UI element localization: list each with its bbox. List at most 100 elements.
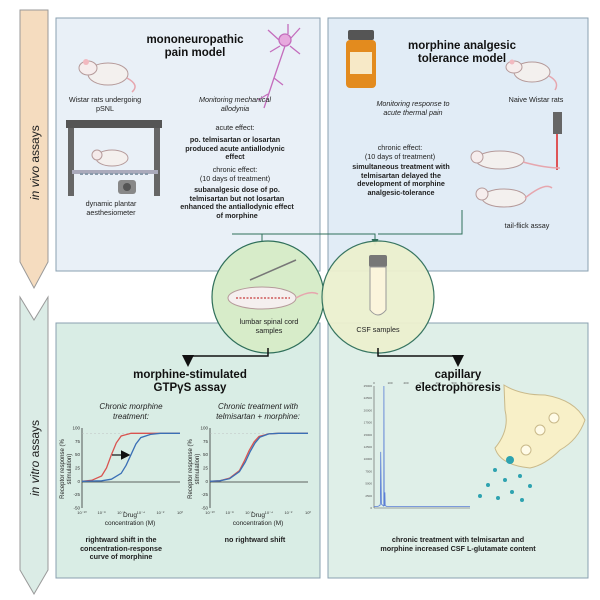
csf-samples-label: CSF samples <box>356 325 400 334</box>
electropherogram-xtick: 300 <box>419 381 424 385</box>
electropherogram-ytick: 20000 <box>364 408 373 412</box>
pain-chronic-text: subanalgesic dose of po. telmisartan but… <box>180 185 294 220</box>
chart-2-axes <box>209 428 308 508</box>
electropherogram-ytick: 22500 <box>364 396 373 400</box>
tolerance-chronic-label: chronic effect: (10 days of treatment) <box>364 143 436 161</box>
chart-2-ylabel: Receptor response (% stimulation) <box>188 439 201 499</box>
chart-1-ytick: 100 <box>72 426 80 431</box>
pain-monitoring-text: Monitoring mechanical allodynia <box>199 95 271 113</box>
csf-tube-icon <box>369 255 387 316</box>
chart-2-ytick: -25 <box>201 492 208 497</box>
chart-2-ytick: 75 <box>203 439 209 444</box>
in-vivo-label-suffix: assays <box>28 125 42 166</box>
chart-2-xtick: 10⁻⁴ <box>265 510 274 515</box>
electropherogram-xtick: 200 <box>403 381 408 385</box>
in-vivo-label-italic: in vivo <box>28 165 42 200</box>
pain-acute-text: po. telmisartan or losartan produced acu… <box>185 135 285 161</box>
chart-1-axes <box>81 428 180 508</box>
tolerance-rats-caption: Naive Wistar rats <box>508 95 564 104</box>
chart-1-ylabel: Receptor response (% stimulation) <box>60 439 73 499</box>
electropherogram-ytick: 2500 <box>365 494 372 498</box>
spinal-samples-label: lumbar spinal cord samples <box>239 317 299 335</box>
chart-2-xtick: 10⁻⁸ <box>225 510 234 515</box>
chart-1-xtick: 10⁻² <box>156 510 165 515</box>
electropherogram-ytick: 10000 <box>364 457 373 461</box>
electropherogram-ytick: 25000 <box>364 384 373 388</box>
in-vitro-label-suffix: assays <box>28 419 42 461</box>
pain-chronic-label: chronic effect: (10 days of treatment) <box>199 165 271 183</box>
chart-1-xtick: 10⁰ <box>177 510 183 515</box>
chart-2-title: Chronic treatment with telmisartan + mor… <box>216 402 300 421</box>
chart-2-xtick: 10⁻² <box>284 510 293 515</box>
in-vitro-label-italic: in vitro <box>28 460 42 496</box>
tolerance-chronic-text: simultaneous treatment with telmisartan … <box>352 162 450 197</box>
panel-pain-model <box>55 17 321 272</box>
chart-2-xtick: 10⁰ <box>305 510 311 515</box>
dissected-rat-icon <box>227 259 319 310</box>
chart-1-xtick: 10⁻⁴ <box>137 510 146 515</box>
chart-1-xtick: 10⁻⁸ <box>97 510 106 515</box>
chart-1-series-1 <box>81 432 180 482</box>
chart-2-result: no rightward shift <box>224 535 286 544</box>
synapse-illustration <box>478 384 586 502</box>
chart-2-ytick: 50 <box>203 452 209 457</box>
in-vitro-label: in vitro assays <box>28 420 42 496</box>
chart-1-xtick: 10⁻¹⁰ <box>77 510 87 515</box>
rat-illustration-left <box>78 59 136 93</box>
in-vivo-arrow <box>19 9 49 290</box>
chart-1-ytick: 50 <box>75 452 81 457</box>
electropherogram-ytick: 12500 <box>364 445 373 449</box>
chart-1-ytick: -25 <box>73 492 80 497</box>
chart-1-ytick: 75 <box>75 439 81 444</box>
tolerance-model-title: morphine analgesic tolerance model <box>407 40 516 65</box>
electropherogram-ytick: 5000 <box>365 482 372 486</box>
electropherogram-trace <box>374 385 470 507</box>
chart-1-title: Chronic morphine treatment: <box>99 402 163 421</box>
pill-jar-icon <box>346 30 376 88</box>
electropherogram-xtick: 500 <box>451 381 456 385</box>
chart-1-ytick: -50 <box>73 506 80 511</box>
aesthesiometer-device <box>66 120 162 196</box>
connector-tolerance-to-csf <box>378 210 463 235</box>
pain-model-title: mononeuropathic pain model <box>146 34 244 59</box>
electropherogram-plot: 2500022500200001750015000125001000075005… <box>364 381 473 510</box>
chart-2-xtick: 10⁻¹⁰ <box>205 510 215 515</box>
electropherogram-axes <box>373 386 470 509</box>
chart-1-ytick: 25 <box>75 466 81 471</box>
pain-rats-caption: Wistar rats undergoing pSNL <box>68 95 142 113</box>
chart-2-ytick: 0 <box>205 479 208 484</box>
in-vitro-arrow <box>19 295 49 595</box>
electropherogram-ytick: 0 <box>370 506 372 510</box>
chart-2-xtick: 10⁻⁶ <box>245 510 254 515</box>
chart-2-ytick: 100 <box>200 426 208 431</box>
gtp-assay-title: morphine-stimulated GTPγS assay <box>133 369 247 394</box>
arrow-to-gtp-assay <box>182 348 269 367</box>
electropherogram-xtick: 0 <box>373 381 375 385</box>
electropherogram-ytick: 15000 <box>364 433 373 437</box>
tail-flick-caption: tail-flick assay <box>504 221 550 230</box>
device-caption: dynamic plantar aesthesiometer <box>85 199 137 217</box>
chart-1-xlabel: Drug concentration (M) <box>104 512 156 527</box>
chart-2-xlabel: Drug concentration (M) <box>232 512 284 527</box>
tail-flick-apparatus <box>470 112 562 208</box>
arrow-to-electrophoresis <box>377 348 464 367</box>
electropherogram-ytick: 7500 <box>365 469 372 473</box>
chart-1-result: rightward shift in the concentration-res… <box>80 535 162 561</box>
electropherogram-xtick: 100 <box>387 381 392 385</box>
chart-2-series-1 <box>209 432 308 482</box>
electropherogram-xtick: 400 <box>435 381 440 385</box>
rat-illustration-right <box>505 59 558 91</box>
electrophoresis-result: chronic treatment with telmisartan and m… <box>380 535 536 553</box>
electropherogram-xtick: 600 <box>467 381 472 385</box>
chart-1-xtick: 10⁻⁶ <box>117 510 126 515</box>
electrophoresis-title: capillary electrophoresis <box>415 369 501 394</box>
chart-1-series-0 <box>81 432 180 482</box>
chart-2-ytick: 25 <box>203 466 209 471</box>
in-vivo-label: in vivo assays <box>28 125 42 200</box>
neuron-icon <box>257 24 301 109</box>
pain-acute-label: acute effect: <box>215 123 255 132</box>
chart-2-ytick: -50 <box>201 506 208 511</box>
